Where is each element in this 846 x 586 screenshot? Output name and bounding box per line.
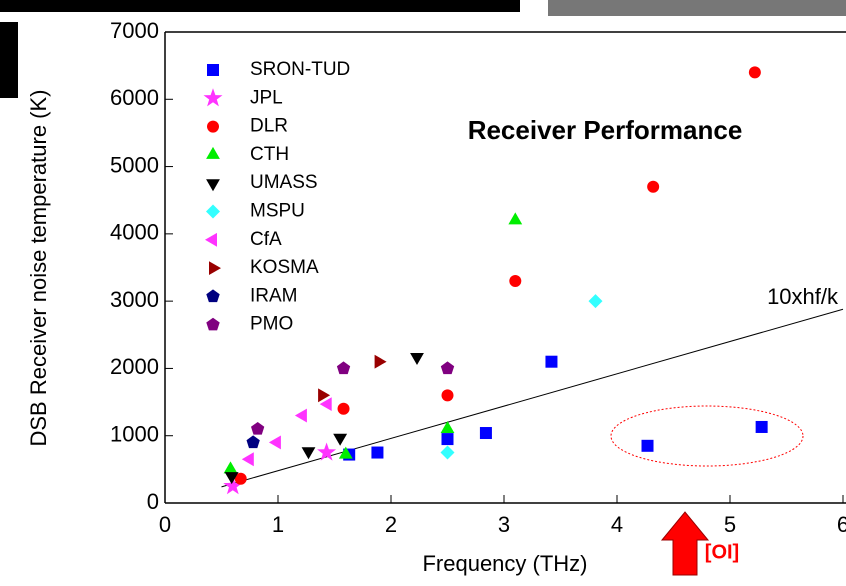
marker [441,389,454,402]
y-tick-label: 3000 [110,287,159,312]
legend-label: IRAM [250,285,298,306]
marker [251,422,265,435]
marker [268,435,281,450]
x-tick-label: 4 [611,512,623,537]
x-tick-label: 6 [837,512,846,537]
marker [319,397,332,411]
marker [317,442,337,461]
marker [441,433,454,446]
legend-marker [209,261,221,275]
marker [318,388,331,403]
legend-marker [206,179,220,192]
screenshot-photo [548,0,846,16]
marker [294,408,307,423]
marker [338,446,353,459]
marker [647,180,660,193]
y-tick-label: 6000 [110,85,159,110]
marker [509,274,522,287]
marker [333,433,348,446]
legend-marker [206,204,220,219]
y-tick-label: 2000 [110,354,159,379]
chart-title: Receiver Performance [468,115,743,145]
screenshot-edge [0,0,520,12]
marker [440,421,455,433]
arrow [660,511,710,576]
marker [223,476,243,495]
annotation: [OI] [705,541,739,563]
marker [479,427,492,440]
legend-label: CTH [250,144,289,165]
x-axis-label: Frequency (THz) [422,551,587,576]
x-tick-label: 3 [498,512,510,537]
marker [234,472,247,485]
x-tick-label: 1 [272,512,284,537]
marker [241,452,254,467]
x-tick-label: 5 [724,512,736,537]
marker [748,66,761,79]
reference-line [221,308,844,488]
marker [246,435,260,449]
x-tick-label: 0 [159,512,171,537]
marker [337,402,350,415]
legend-label: SRON-TUD [250,59,350,80]
screenshot-edge [0,22,18,98]
legend-label: MSPU [250,201,305,222]
marker [755,420,768,433]
marker [508,212,523,225]
legend-label: JPL [250,87,283,108]
marker [410,353,424,365]
marker [440,445,455,460]
marker [336,361,351,375]
y-tick-label: 7000 [110,18,159,43]
legend-marker [207,64,219,76]
legend-label: KOSMA [250,257,319,278]
y-tick-label: 4000 [110,220,159,245]
legend-marker [206,146,220,159]
marker [371,446,384,459]
legend-label: DLR [250,116,288,137]
marker [440,361,455,375]
y-axis-label: DSB Receiver noise temperature (K) [26,89,51,446]
legend-label: CfA [250,229,282,250]
marker [588,294,603,309]
x-tick-label: 2 [385,512,397,537]
legend-marker [205,232,217,247]
highlight-ellipse [610,405,804,467]
marker [224,472,239,485]
marker [641,439,654,452]
legend-marker [206,289,220,303]
reference-line-label: 10xhf/k [767,284,839,309]
marker [223,461,238,474]
marker [301,447,316,460]
marker [545,355,558,368]
y-tick-label: 0 [147,489,159,514]
legend-marker [206,317,220,331]
legend-marker [207,120,219,133]
legend-label: PMO [250,314,293,335]
y-tick-label: 1000 [110,422,159,447]
marker [374,354,387,369]
y-tick-label: 5000 [110,152,159,177]
legend-label: UMASS [250,172,318,193]
legend-marker [203,88,223,107]
